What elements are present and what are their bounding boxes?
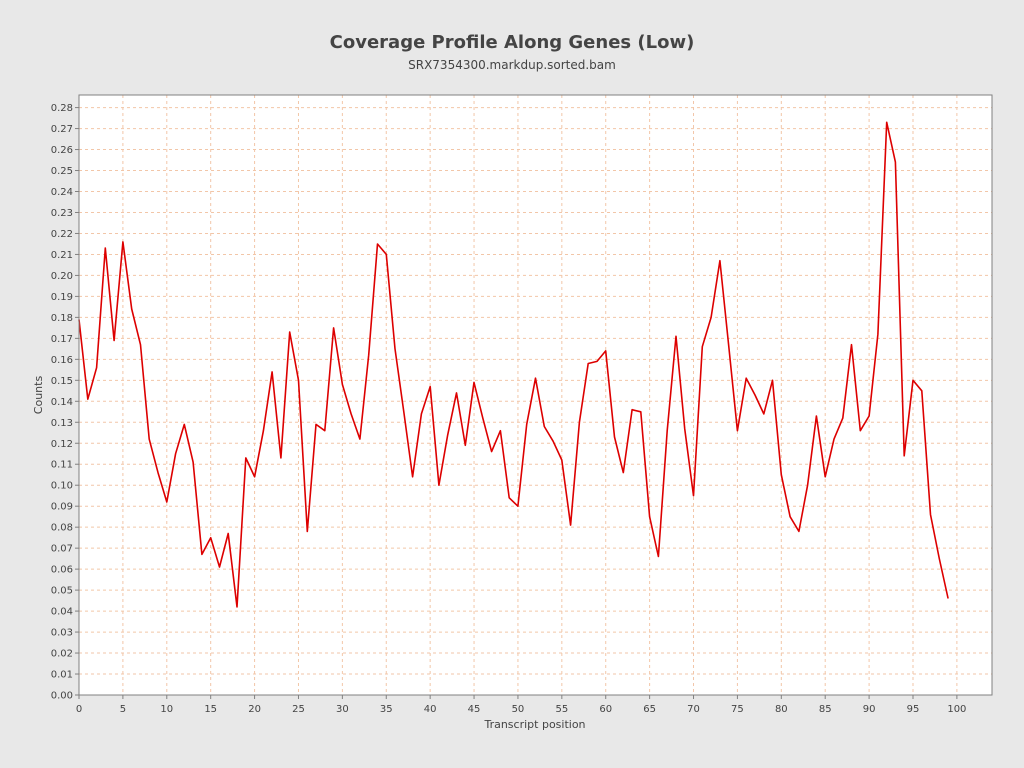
y-tick-label: 0.23 xyxy=(51,208,73,219)
chart-subtitle: SRX7354300.markdup.sorted.bam xyxy=(408,58,616,72)
y-tick-label: 0.15 xyxy=(51,376,73,387)
plot-area xyxy=(79,95,992,695)
x-tick-label: 85 xyxy=(819,704,832,715)
y-tick-label: 0.02 xyxy=(51,649,73,660)
y-tick-label: 0.18 xyxy=(51,313,73,324)
x-tick-label: 40 xyxy=(424,704,437,715)
x-tick-label: 65 xyxy=(643,704,656,715)
x-tick-label: 55 xyxy=(555,704,568,715)
y-tick-label: 0.07 xyxy=(51,544,73,555)
plot-border xyxy=(78,94,993,696)
coverage-line xyxy=(78,121,949,608)
y-tick-label: 0.03 xyxy=(51,628,73,639)
y-tick-label: 0.25 xyxy=(51,166,73,177)
y-tick-label: 0.27 xyxy=(51,124,73,135)
axes: 0.00 0.01 0.02 0.03 0.04 0.05 0.06 0.07 0.08 0.09… xyxy=(51,103,967,715)
y-tick-label: 0.01 xyxy=(51,670,73,681)
x-tick-label: 15 xyxy=(204,704,217,715)
y-tick-label: 0.08 xyxy=(51,523,73,534)
y-tick-label: 0.24 xyxy=(51,187,73,198)
y-tick-label: 0.12 xyxy=(51,439,73,450)
x-tick-label: 95 xyxy=(907,704,920,715)
x-tick-label: 0 xyxy=(76,704,82,715)
y-tick-label: 0.17 xyxy=(51,334,73,345)
y-tick-label: 0.21 xyxy=(51,250,73,261)
y-tick-label: 0.11 xyxy=(51,460,73,471)
x-tick-label: 5 xyxy=(120,704,126,715)
y-tick-label: 0.16 xyxy=(51,355,73,366)
x-tick-label: 75 xyxy=(731,704,744,715)
y-tick-label: 0.06 xyxy=(51,565,73,576)
x-tick-label: 20 xyxy=(248,704,261,715)
y-tick-label: 0.05 xyxy=(51,586,73,597)
y-tick-label: 0.26 xyxy=(51,145,73,156)
y-tick-label: 0.22 xyxy=(51,229,73,240)
x-axis-label: Transcript position xyxy=(483,718,585,731)
y-tick-label: 0.00 xyxy=(51,691,73,702)
chart-title: Coverage Profile Along Genes (Low) xyxy=(330,32,695,53)
x-tick-label: 30 xyxy=(336,704,349,715)
y-tick-label: 0.19 xyxy=(51,292,73,303)
y-tick-label: 0.14 xyxy=(51,397,73,408)
x-tick-label: 45 xyxy=(468,704,481,715)
x-tick-label: 80 xyxy=(775,704,788,715)
x-tick-label: 70 xyxy=(687,704,700,715)
y-tick-label: 0.20 xyxy=(51,271,73,282)
x-tick-label: 100 xyxy=(947,704,966,715)
x-tick-label: 10 xyxy=(160,704,173,715)
x-tick-label: 60 xyxy=(599,704,612,715)
y-tick-label: 0.10 xyxy=(51,481,73,492)
y-tick-label: 0.28 xyxy=(51,103,73,114)
series-layer xyxy=(78,121,949,608)
y-tick-label: 0.13 xyxy=(51,418,73,429)
y-tick-label: 0.04 xyxy=(51,607,73,618)
y-axis-label: Counts xyxy=(32,376,45,415)
y-tick-label: 0.09 xyxy=(51,502,73,513)
x-tick-label: 25 xyxy=(292,704,305,715)
x-tick-label: 90 xyxy=(863,704,876,715)
x-tick-label: 35 xyxy=(380,704,393,715)
x-tick-label: 50 xyxy=(512,704,525,715)
